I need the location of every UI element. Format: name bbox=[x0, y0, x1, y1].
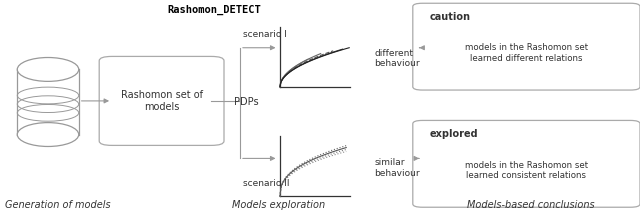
FancyBboxPatch shape bbox=[99, 56, 224, 145]
Text: scenario I: scenario I bbox=[243, 30, 287, 39]
Text: similar
behaviour: similar behaviour bbox=[374, 158, 420, 178]
Text: explored: explored bbox=[430, 129, 479, 139]
Text: PDPs: PDPs bbox=[234, 97, 258, 107]
Ellipse shape bbox=[17, 58, 79, 81]
Text: Models exploration: Models exploration bbox=[232, 201, 325, 210]
Text: models in the Rashomon set
learned different relations: models in the Rashomon set learned diffe… bbox=[465, 43, 588, 63]
Text: models in the Rashomon set
learned consistent relations: models in the Rashomon set learned consi… bbox=[465, 161, 588, 180]
Ellipse shape bbox=[17, 123, 79, 146]
Text: Generation of models: Generation of models bbox=[4, 201, 111, 210]
FancyBboxPatch shape bbox=[413, 3, 640, 90]
Text: different
behaviour: different behaviour bbox=[374, 49, 420, 68]
Text: Rashomon set of
models: Rashomon set of models bbox=[120, 90, 203, 112]
Text: Models-based conclusions: Models-based conclusions bbox=[467, 201, 595, 210]
Text: caution: caution bbox=[430, 12, 471, 22]
Bar bbox=[17, 69, 79, 135]
Text: Rashomon_DETECT: Rashomon_DETECT bbox=[168, 4, 261, 15]
Text: scenario II: scenario II bbox=[243, 179, 290, 188]
FancyBboxPatch shape bbox=[413, 120, 640, 207]
